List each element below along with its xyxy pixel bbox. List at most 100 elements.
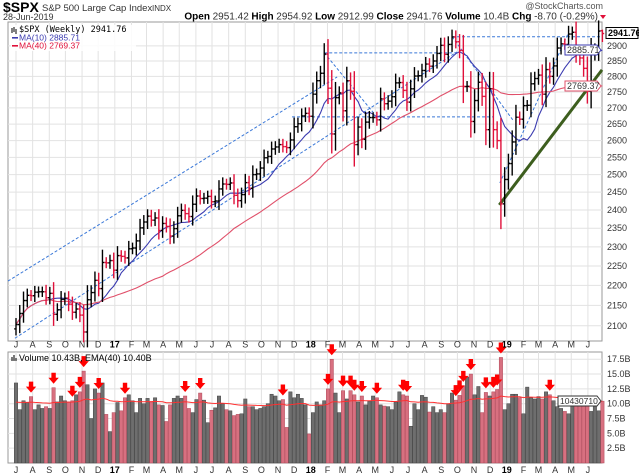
- x-tick-label: A: [226, 340, 232, 350]
- volume-bar: [457, 395, 462, 464]
- x-tick-label: N: [275, 465, 282, 475]
- price-tick-label: 2550: [607, 152, 627, 162]
- price-bar: [517, 111, 522, 125]
- volume-bar: [21, 400, 26, 464]
- volume-bar: [96, 392, 101, 464]
- volume-bar: [589, 411, 594, 464]
- price-bar: [108, 254, 112, 269]
- volume-bar: [258, 408, 263, 464]
- ma10-value-tag: 2885.71: [564, 44, 602, 56]
- price-bar: [130, 242, 135, 255]
- volume-bar: [29, 396, 33, 464]
- volume-bar: [544, 391, 548, 464]
- volume-bar: [190, 412, 195, 464]
- volume-bar: [502, 409, 507, 464]
- x-axis-labels: JJAASSOONNDD1717FFMMAAMMJJJJAASSOONNDD18…: [14, 340, 590, 476]
- volume-bar: [337, 412, 342, 464]
- volume-bar: [254, 409, 259, 464]
- price-bar: [529, 72, 533, 118]
- x-tick-label: F: [521, 340, 527, 350]
- price-bar: [510, 130, 514, 176]
- change-value: -8.70 (-0.29%): [534, 12, 598, 23]
- volume-bar: [491, 391, 496, 464]
- price-bar: [78, 302, 82, 323]
- price-bar: [296, 117, 300, 133]
- ma10-line: [15, 49, 603, 325]
- price-bar: [228, 177, 233, 191]
- volume-tick-label: 17.5B: [607, 354, 631, 364]
- volume-bar: [179, 398, 184, 464]
- volume-bar: [164, 421, 169, 464]
- volume-axis-labels: 2.5B 5.0B 7.5B 10.0B 12.5B 15.0B 17.5B: [607, 354, 631, 453]
- volume-bar: [416, 409, 421, 464]
- price-bar: [307, 107, 312, 123]
- price-bar: [341, 82, 345, 122]
- x-tick-label: S: [438, 340, 444, 350]
- x-tick-label: S: [46, 340, 52, 350]
- dashed-trendline: [323, 52, 376, 115]
- price-bar: [168, 218, 172, 245]
- x-tick-label: A: [30, 340, 36, 350]
- volume-bar: [25, 402, 30, 464]
- volume-bar: [378, 404, 383, 464]
- price-bar: [472, 89, 477, 134]
- x-tick-label: J: [406, 340, 411, 350]
- price-bar: [356, 116, 360, 156]
- volume-bar: [555, 406, 560, 464]
- x-tick-label: D: [95, 465, 102, 475]
- volume-bar: [307, 433, 312, 464]
- price-bar: [423, 56, 428, 78]
- x-tick-label: 17: [110, 465, 120, 475]
- ma40-value-tag: 2769.37: [564, 80, 602, 92]
- price-bar: [149, 209, 154, 227]
- x-tick-label: 19: [502, 465, 512, 475]
- volume-bar: [513, 393, 518, 464]
- price-bar: [145, 209, 150, 230]
- price-bar: [378, 87, 383, 132]
- price-bar: [438, 37, 443, 62]
- low-value: 2912.99: [338, 12, 375, 23]
- price-bar: [401, 75, 405, 98]
- volume-bar: [431, 406, 436, 464]
- watermark: @StockCharts.com: [525, 1, 603, 11]
- volume-bar: [153, 397, 158, 464]
- x-tick-label: M: [175, 340, 183, 350]
- volume-bar: [382, 405, 387, 464]
- bar-chart-icon: [11, 27, 17, 34]
- price-bar: [284, 141, 289, 154]
- x-tick-label: O: [454, 340, 461, 350]
- ohlc-summary: Open 2951.42 High 2954.92 Low 2912.99 Cl…: [184, 12, 598, 23]
- price-bar: [243, 173, 248, 204]
- price-bar: [469, 71, 473, 138]
- volume-bar: [596, 410, 601, 464]
- down-arrow-icon: [371, 382, 383, 394]
- volume-bar: [352, 394, 357, 464]
- down-arrow-icon: [322, 373, 334, 385]
- close-value-tag: 2941.76: [605, 27, 639, 39]
- price-bar: [408, 79, 413, 112]
- price-bar: [32, 285, 37, 303]
- volume-bar: [532, 398, 537, 464]
- close-label: Close: [377, 12, 405, 23]
- price-bar: [442, 37, 447, 63]
- volume-bar: [123, 397, 127, 464]
- volume-bar: [104, 414, 109, 464]
- volume-bar: [468, 373, 473, 464]
- volume-bar: [62, 400, 67, 464]
- volume-bar: [453, 399, 458, 464]
- x-tick-label: S: [46, 465, 52, 475]
- volume-tick-label: 7.5B: [607, 414, 626, 424]
- price-bar: [217, 180, 221, 210]
- volume-bar: [149, 401, 154, 464]
- price-bar: [70, 296, 75, 320]
- price-bar: [81, 305, 86, 343]
- price-bar: [363, 111, 368, 150]
- price-bar: [303, 107, 308, 122]
- x-tick-label: M: [143, 340, 151, 350]
- price-tick-label: 2650: [607, 119, 627, 129]
- volume-bar: [74, 394, 79, 464]
- volume-bar: [228, 410, 233, 464]
- price-bar: [393, 73, 398, 107]
- price-bar: [66, 291, 71, 312]
- volume-icon: [11, 355, 17, 361]
